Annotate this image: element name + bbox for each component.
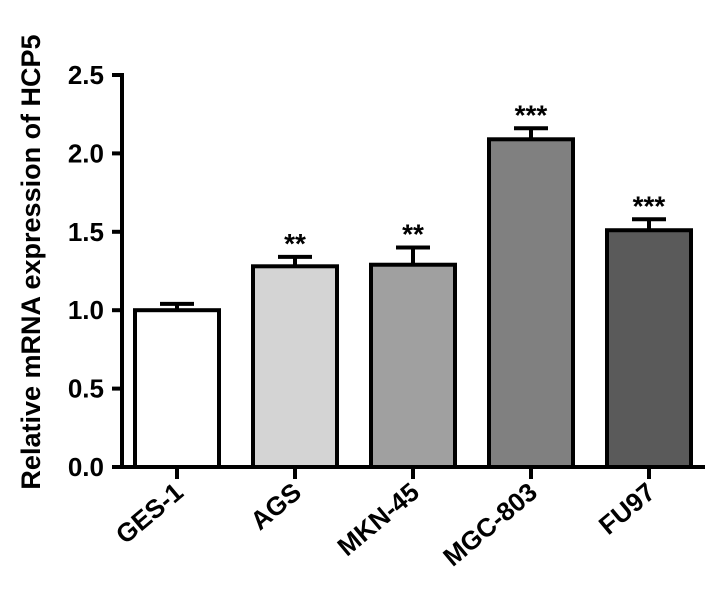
- bar-mgc-803: [487, 137, 575, 469]
- bar-mkn-45: [369, 262, 457, 469]
- x-tick-label: MGC-803: [437, 477, 543, 572]
- y-tick-label: 0.0: [68, 452, 104, 482]
- x-tick-label: MKN-45: [331, 477, 424, 562]
- significance-label: ***: [515, 99, 548, 130]
- bar-ags: [251, 264, 339, 469]
- significance-label: ***: [633, 190, 666, 221]
- bar-ges-1: [133, 308, 221, 470]
- x-tick-label: FU97: [593, 477, 661, 541]
- significance-label: **: [284, 228, 306, 259]
- significance-label: **: [402, 218, 424, 249]
- y-tick-label: 1.0: [68, 295, 104, 325]
- y-tick-labels: 0.0 0.5 1.0 1.5 2.0 2.5: [68, 60, 104, 482]
- y-tick-label: 2.0: [68, 138, 104, 168]
- bars: [133, 137, 693, 470]
- y-axis-label: Relative mRNA expression of HCP5: [16, 34, 46, 489]
- significance-labels: ** ********: [284, 99, 665, 259]
- y-tick-label: 2.5: [68, 60, 104, 90]
- x-tick-label: AGS: [244, 477, 306, 536]
- bar-fu97: [605, 228, 693, 469]
- error-bars: [160, 126, 666, 311]
- x-tick-labels: GES-1 AGS MKN-45 MGC-803 FU97: [110, 477, 661, 572]
- y-tick-label: 0.5: [68, 374, 104, 404]
- y-tick-label: 1.5: [68, 217, 104, 247]
- x-tick-label: GES-1: [110, 477, 189, 550]
